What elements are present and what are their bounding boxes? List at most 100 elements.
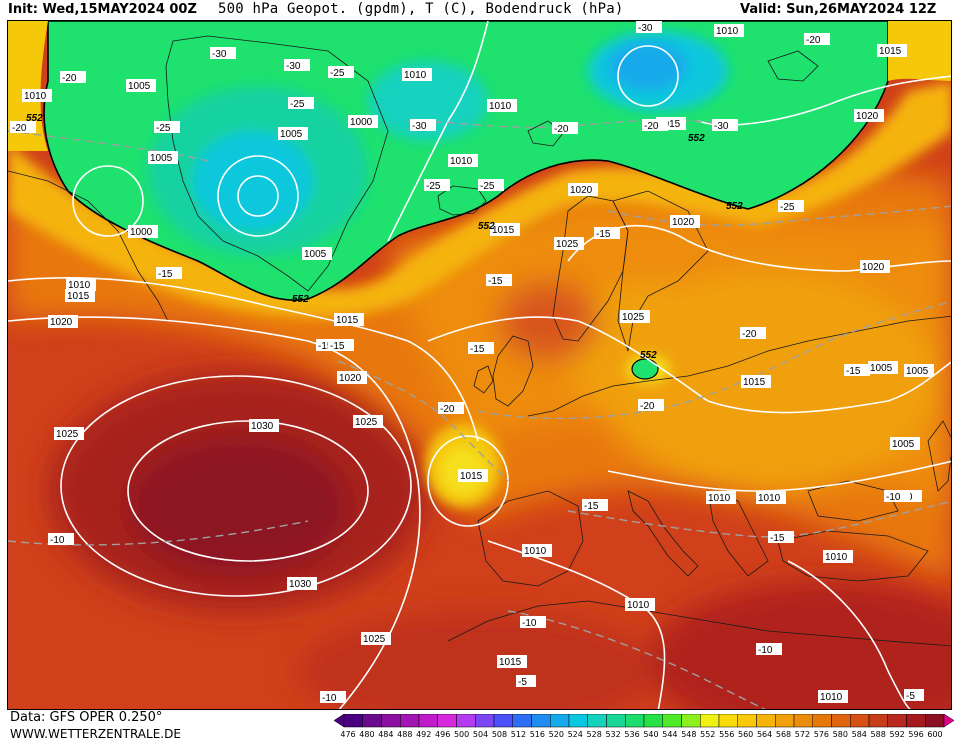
pressure-label: 1010 xyxy=(818,690,848,703)
svg-text:-10: -10 xyxy=(50,535,65,546)
svg-text:-25: -25 xyxy=(156,123,171,134)
temperature-label: -10 xyxy=(884,490,910,503)
scale-swatch xyxy=(475,714,495,728)
temperature-label: -20 xyxy=(552,122,578,135)
svg-text:-15: -15 xyxy=(318,341,333,352)
scale-value-label: 552 xyxy=(700,730,716,739)
scale-value-label: 484 xyxy=(378,730,394,739)
temperature-label: -20 xyxy=(60,71,86,84)
scale-value-label: 508 xyxy=(491,730,508,739)
pressure-label: 1010 xyxy=(487,99,517,112)
chart-header: Init: Wed,15MAY2024 00Z 500 hPa Geopot. … xyxy=(0,0,959,20)
svg-text:-15: -15 xyxy=(596,229,611,240)
scale-swatch xyxy=(493,714,513,728)
temperature-label: -20 xyxy=(740,327,766,340)
pressure-label: 1025 xyxy=(620,310,650,323)
temperature-label: -25 xyxy=(778,200,804,213)
temperature-label: -15 xyxy=(582,499,608,512)
svg-text:1010: 1010 xyxy=(489,101,512,112)
svg-text:1010: 1010 xyxy=(524,546,547,557)
scale-value-label: 580 xyxy=(832,730,848,739)
scale-value-label: 588 xyxy=(870,730,886,739)
pressure-label: 1015 xyxy=(877,44,907,57)
pressure-label: 1005 xyxy=(302,247,332,260)
geopotential-label: 552 xyxy=(640,350,657,361)
pressure-label: 1030 xyxy=(249,419,279,432)
svg-text:1015: 1015 xyxy=(658,119,681,130)
color-scale-legend xyxy=(334,714,955,728)
temperature-label: -15 xyxy=(156,267,182,280)
scale-value-label: 528 xyxy=(586,730,602,739)
temperature-label: -15 xyxy=(328,339,354,352)
pressure-label: 1020 xyxy=(670,215,700,228)
svg-text:1020: 1020 xyxy=(672,217,695,228)
scale-swatch xyxy=(606,714,626,728)
temperature-label: -15 xyxy=(468,342,494,355)
svg-text:1010: 1010 xyxy=(716,26,739,37)
scale-value-label: 548 xyxy=(681,730,697,739)
geopotential-label: 552 xyxy=(688,133,705,144)
scale-value-label: 476 xyxy=(340,730,356,739)
pressure-label: 1025 xyxy=(554,237,584,250)
scale-value-label: 584 xyxy=(851,730,867,739)
svg-text:1015: 1015 xyxy=(460,471,483,482)
pressure-label: 1020 xyxy=(568,183,598,196)
scale-swatch xyxy=(906,714,926,728)
scale-value-label: 500 xyxy=(453,730,470,739)
temperature-label: -25 xyxy=(424,179,450,192)
pressure-label: 1005 xyxy=(126,79,156,92)
svg-text:1025: 1025 xyxy=(56,429,79,440)
geopotential-label: 552 xyxy=(26,113,43,124)
pressure-label: 1025 xyxy=(54,427,84,440)
scale-arrow-high xyxy=(943,714,955,728)
svg-text:-15: -15 xyxy=(330,341,345,352)
svg-text:-20: -20 xyxy=(62,73,77,84)
svg-text:1010: 1010 xyxy=(68,280,91,291)
scale-swatch xyxy=(756,714,776,728)
temperature-label: -10 xyxy=(756,643,782,656)
pressure-label: 1010 xyxy=(402,68,432,81)
svg-text:1005: 1005 xyxy=(128,81,151,92)
svg-text:1005: 1005 xyxy=(150,153,173,164)
svg-text:-5: -5 xyxy=(906,691,915,702)
scale-swatch xyxy=(643,714,663,728)
temperature-label: -5 xyxy=(904,689,924,702)
svg-text:1025: 1025 xyxy=(355,417,378,428)
svg-text:-30: -30 xyxy=(412,121,427,132)
scale-swatch xyxy=(868,714,888,728)
pressure-label: 1010 xyxy=(522,544,552,557)
svg-text:-30: -30 xyxy=(714,121,729,132)
svg-text:1015: 1015 xyxy=(499,657,522,668)
svg-text:-15: -15 xyxy=(158,269,173,280)
pressure-label: 1025 xyxy=(353,415,383,428)
scale-value-label: 492 xyxy=(416,730,432,739)
temperature-labels: -20 -20 -25 -30 -25 -25 -30 -20 -30 -25 … xyxy=(10,21,924,704)
temperature-label: -20 xyxy=(638,399,664,412)
scale-value-label: 600 xyxy=(927,730,943,739)
svg-text:-25: -25 xyxy=(780,202,795,213)
svg-text:1010: 1010 xyxy=(24,91,47,102)
scale-arrow-low xyxy=(334,714,345,728)
geopotential-labels: 552 552 552 552 552 552 xyxy=(26,113,743,361)
svg-text:-20: -20 xyxy=(440,404,455,415)
svg-text:1015: 1015 xyxy=(743,377,766,388)
scale-swatch xyxy=(437,714,457,728)
svg-text:1005: 1005 xyxy=(280,129,303,140)
scale-swatch xyxy=(550,714,570,728)
geopotential-label: 552 xyxy=(478,221,495,232)
scale-swatch xyxy=(737,714,757,728)
svg-text:1010: 1010 xyxy=(627,600,650,611)
scale-value-label: 504 xyxy=(472,730,489,739)
pressure-label: 1005 xyxy=(148,151,178,164)
pressure-label: 1005 xyxy=(278,127,308,140)
scale-swatch xyxy=(775,714,795,728)
color-scale-labels: 476 480 484 488 492 496 500 504 508 512 516 520 524 5… xyxy=(340,730,954,741)
scale-swatch xyxy=(887,714,907,728)
svg-text:-20: -20 xyxy=(640,401,655,412)
coastlines xyxy=(8,35,951,647)
pressure-label: 1020 xyxy=(854,109,884,122)
svg-text:-10: -10 xyxy=(322,693,337,704)
scale-swatch xyxy=(362,714,382,728)
scale-swatch xyxy=(625,714,645,728)
svg-text:1010: 1010 xyxy=(708,493,731,504)
